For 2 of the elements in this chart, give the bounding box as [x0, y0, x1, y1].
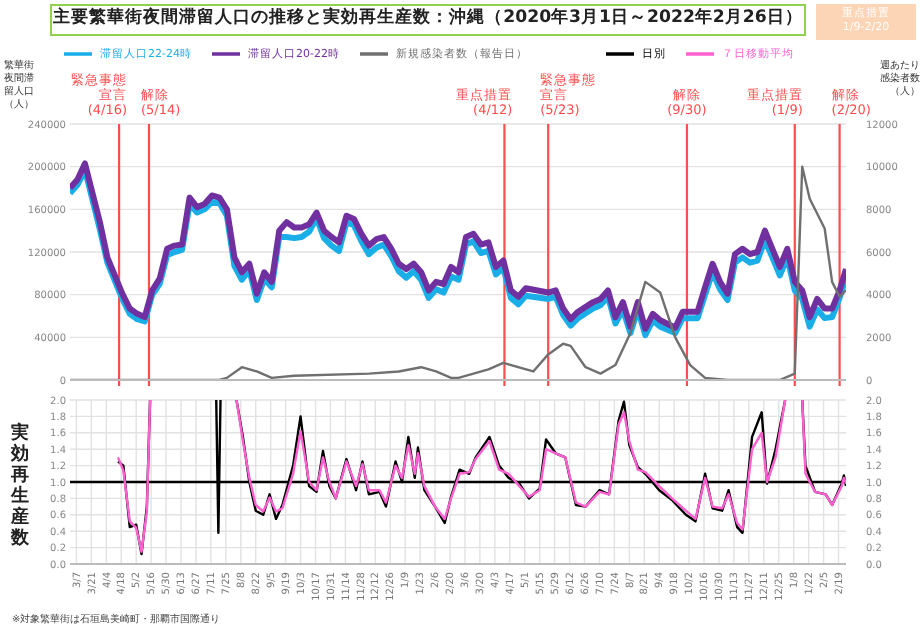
chart-title: 主要繁華街夜間滞留人口の推移と実効再生産数：沖縄（2020年3月1日～2022年2月26日）	[50, 4, 806, 36]
y-axis-title: 実効再生産数	[9, 422, 31, 549]
